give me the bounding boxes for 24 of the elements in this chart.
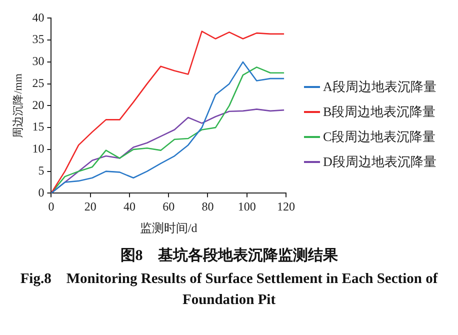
x-tick-label: 60 (162, 200, 175, 214)
y-tick-label: 10 (32, 142, 44, 156)
y-tick-label: 25 (32, 76, 44, 90)
x-tick-label: 120 (277, 200, 295, 214)
legend-label: C段周边地表沉降量 (323, 128, 436, 146)
legend-label: B段周边地表沉降量 (323, 102, 436, 120)
x-tick-label: 100 (238, 200, 256, 214)
x-tick-label: 20 (84, 200, 96, 214)
y-tick-label: 15 (32, 120, 44, 134)
y-tick-label: 20 (32, 98, 44, 112)
legend-label: D段周边地表沉降量 (323, 152, 436, 170)
x-tick-label: 0 (48, 200, 54, 214)
y-tick-label: 40 (32, 10, 44, 24)
y-axis-title: 周边沉降/mm (11, 73, 24, 138)
x-tick-label: 40 (123, 200, 136, 214)
x-tick-label: 80 (202, 200, 214, 214)
y-tick-label: 30 (32, 54, 44, 68)
y-tick-label: 5 (38, 163, 44, 178)
text: Fig.8 Monitoring Results of Surface Settlement in Each Section of Foundation Pit (19, 270, 439, 310)
y-tick-label: 35 (32, 32, 44, 46)
y-tick-label: 0 (38, 185, 44, 200)
text: 图8 基坑各段地表沉降监测结果 (119, 246, 339, 265)
x-axis-title: 监测时间/d (140, 220, 198, 235)
legend-label: A段周边地表沉降量 (323, 78, 436, 96)
